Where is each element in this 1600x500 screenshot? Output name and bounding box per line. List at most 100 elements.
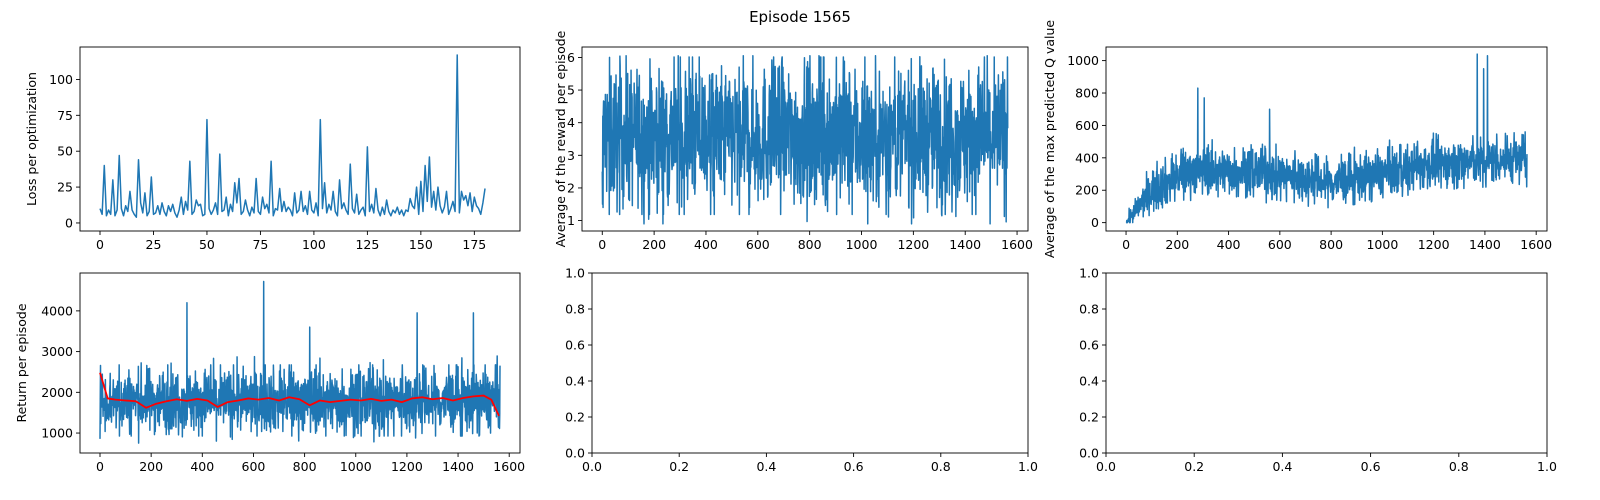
- x-tick-label: 1000: [846, 237, 878, 252]
- x-tick-label: 1200: [897, 237, 929, 252]
- y-tick-label: 50: [57, 144, 73, 159]
- x-tick-label: 800: [1319, 237, 1343, 252]
- chart-loss: 0 25 50 75 100 125 150 175 0 25 50 75 100 Loss per op…: [24, 46, 521, 252]
- axes-frame: [581, 46, 1029, 232]
- chart-return: 0 200 400 600 800 1000 1200 1400 1600 1000 2000 300…: [14, 272, 525, 474]
- x-tick-label: 100: [302, 237, 326, 252]
- y-tick-label: 2: [567, 180, 575, 195]
- x-tick-label: 600: [1268, 237, 1292, 252]
- x-tick-label: 800: [798, 237, 822, 252]
- x-tick-label: 1000: [1366, 237, 1398, 252]
- figure-title: Episode 1565: [749, 8, 851, 26]
- x-tick-label: 400: [694, 237, 718, 252]
- y-axis-label: Average of the max predicted Q value: [1042, 20, 1057, 259]
- x-tick-label: 400: [190, 459, 214, 474]
- x-tick-label: 0.2: [669, 459, 689, 474]
- x-tick-label: 125: [355, 237, 379, 252]
- y-tick-label: 75: [57, 108, 73, 123]
- y-tick-label: 4: [567, 115, 575, 130]
- x-tick-label: 600: [242, 459, 266, 474]
- series-line-maxq-0: [1125, 53, 1528, 224]
- series-line-loss-0: [99, 54, 486, 218]
- axes-frame: [79, 46, 521, 232]
- x-tick-label: 200: [1165, 237, 1189, 252]
- y-tick-label: 0.4: [565, 374, 585, 389]
- x-tick-label: 0.4: [1272, 459, 1292, 474]
- x-tick-label: 1.0: [1018, 459, 1038, 474]
- x-tick-label: 200: [642, 237, 666, 252]
- x-tick-label: 0: [1122, 237, 1130, 252]
- x-tick-label: 1.0: [1537, 459, 1557, 474]
- y-tick-label: 3000: [41, 344, 73, 359]
- y-tick-label: 3: [567, 148, 575, 163]
- axes-frame: [1105, 46, 1548, 232]
- x-tick-label: 0.6: [844, 459, 864, 474]
- x-tick-label: 0.8: [931, 459, 951, 474]
- x-tick-label: 600: [746, 237, 770, 252]
- y-tick-label: 1000: [41, 426, 73, 441]
- y-tick-label: 0.0: [565, 446, 585, 461]
- x-tick-label: 1000: [340, 459, 372, 474]
- y-tick-label: 6: [567, 50, 575, 65]
- y-tick-label: 200: [1075, 183, 1099, 198]
- y-tick-label: 0.2: [565, 410, 585, 425]
- x-tick-label: 1200: [1418, 237, 1450, 252]
- x-tick-label: 0.0: [1096, 459, 1116, 474]
- x-tick-label: 150: [409, 237, 433, 252]
- y-tick-label: 0: [65, 215, 73, 230]
- y-axis-label: Average of the reward per episode: [553, 30, 568, 247]
- y-tick-label: 0.6: [565, 338, 585, 353]
- y-tick-label: 1000: [1067, 53, 1099, 68]
- x-tick-label: 200: [139, 459, 163, 474]
- x-tick-label: 25: [146, 237, 162, 252]
- series-line-return-1: [99, 372, 500, 417]
- y-tick-label: 100: [49, 72, 73, 87]
- y-tick-label: 1.0: [1079, 266, 1099, 281]
- x-tick-label: 1400: [1469, 237, 1501, 252]
- y-tick-label: 1.0: [565, 266, 585, 281]
- y-tick-label: 0.0: [1079, 446, 1099, 461]
- chart-empty2: 0.0 0.2 0.4 0.6 0.8 1.0 0.0 0.2 0.4 0.6 0.8 1.0: [1079, 266, 1557, 475]
- x-tick-label: 1600: [1520, 237, 1552, 252]
- x-tick-label: 0.2: [1184, 459, 1204, 474]
- x-tick-label: 75: [252, 237, 268, 252]
- y-tick-label: 400: [1075, 150, 1099, 165]
- axes-frame: [79, 272, 521, 454]
- x-tick-label: 1600: [493, 459, 525, 474]
- x-tick-label: 0.8: [1449, 459, 1469, 474]
- axes-frame: [1105, 272, 1548, 454]
- y-tick-label: 5: [567, 83, 575, 98]
- x-tick-label: 400: [1217, 237, 1241, 252]
- x-tick-label: 1600: [1001, 237, 1033, 252]
- y-tick-label: 4000: [41, 303, 73, 318]
- y-axis-label: Return per episode: [14, 303, 29, 422]
- x-tick-label: 0.0: [582, 459, 602, 474]
- y-tick-label: 800: [1075, 86, 1099, 101]
- chart-maxq: 0 200 400 600 800 1000 1200 1400 1600 0 200 400 600 8…: [1042, 20, 1552, 259]
- x-tick-label: 800: [293, 459, 317, 474]
- y-tick-label: 0.6: [1079, 338, 1099, 353]
- x-tick-label: 0: [96, 459, 104, 474]
- y-tick-label: 0.4: [1079, 374, 1099, 389]
- x-tick-label: 175: [462, 237, 486, 252]
- y-tick-label: 0.8: [1079, 302, 1099, 317]
- chart-empty1: 0.0 0.2 0.4 0.6 0.8 1.0 0.0 0.2 0.4 0.6 0.8 1.0: [565, 266, 1038, 475]
- y-axis-label: Loss per optimization: [24, 72, 39, 206]
- axes-frame: [591, 272, 1029, 454]
- y-tick-label: 0.8: [565, 302, 585, 317]
- x-tick-label: 50: [199, 237, 215, 252]
- chart-reward: 0 200 400 600 800 1000 1200 1400 1600 1 2 3 4 5 6Avera…: [553, 30, 1033, 252]
- y-tick-label: 0.2: [1079, 410, 1099, 425]
- x-tick-label: 0: [598, 237, 606, 252]
- y-tick-label: 1: [567, 213, 575, 228]
- y-tick-label: 0: [1091, 215, 1099, 230]
- series-line-reward-0: [601, 55, 1009, 225]
- x-tick-label: 1200: [391, 459, 423, 474]
- y-tick-label: 2000: [41, 385, 73, 400]
- x-tick-label: 0: [96, 237, 104, 252]
- y-tick-label: 25: [57, 180, 73, 195]
- x-tick-label: 1400: [949, 237, 981, 252]
- x-tick-label: 1400: [442, 459, 474, 474]
- x-tick-label: 0.4: [756, 459, 776, 474]
